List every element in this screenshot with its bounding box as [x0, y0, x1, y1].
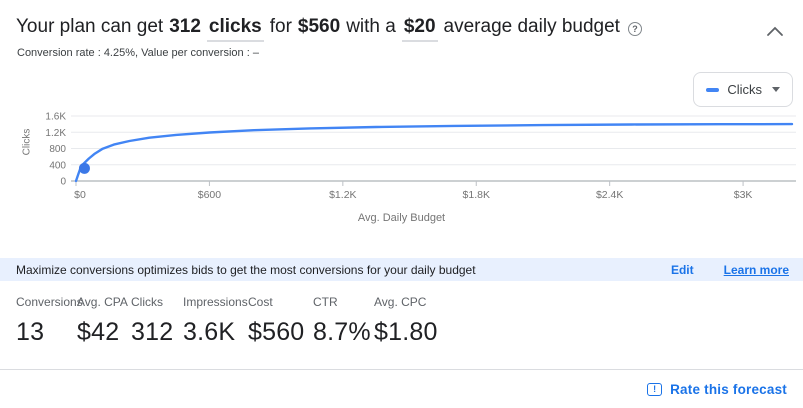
- metric-value: $42: [77, 318, 120, 346]
- metric-value: 8.7%: [313, 318, 371, 346]
- x-tick-label: $1.2K: [329, 189, 356, 201]
- bid-strategy-info-bar: Maximize conversions optimizes bids to g…: [0, 258, 803, 281]
- metric-type-dropdown[interactable]: clicks: [206, 16, 264, 42]
- forecast-metrics-row: Conversions 13 Avg. CPA $42 Clicks 312 I…: [0, 295, 803, 350]
- metric-label: Cost: [248, 295, 273, 309]
- title-suffix: average daily budget: [443, 16, 620, 37]
- feedback-icon: !: [647, 383, 663, 396]
- metric-label: Conversions: [16, 295, 83, 309]
- metric-label: CTR: [313, 295, 338, 309]
- learn-more-link[interactable]: Learn more: [723, 262, 789, 277]
- y-tick-label: 800: [49, 144, 66, 155]
- legend-label: Clicks: [727, 82, 762, 97]
- clicks-curve: [74, 122, 794, 183]
- help-icon[interactable]: ?: [627, 22, 642, 36]
- legend-line-icon: [706, 87, 720, 92]
- x-tick-label: $3K: [734, 189, 753, 201]
- metric-value: 13: [16, 318, 45, 346]
- x-tick-label: $2.4K: [596, 189, 623, 201]
- title-for: for: [269, 16, 292, 37]
- chart-metric-dropdown[interactable]: Clicks: [693, 72, 793, 107]
- metric-cost: Cost $560: [248, 295, 304, 347]
- title-cost-value: $560: [297, 16, 341, 37]
- metric-value: $1.80: [374, 318, 438, 346]
- metric-value: 3.6K: [183, 318, 236, 346]
- collapse-section-button[interactable]: [766, 24, 786, 38]
- y-tick-label: 400: [49, 160, 66, 171]
- title-clicks-value: 312: [169, 16, 201, 37]
- metric-value: $560: [248, 318, 305, 346]
- info-bar-message: Maximize conversions optimizes bids to g…: [16, 262, 476, 277]
- current-budget-point[interactable]: [78, 162, 90, 174]
- metric-avg-cpc: Avg. CPC $1.80: [374, 295, 438, 347]
- y-tick-label: 1.2K: [45, 128, 66, 139]
- metric-avg-cpa: Avg. CPA $42: [77, 295, 128, 347]
- y-tick-label: 1.6K: [45, 112, 66, 123]
- x-tick-label: $600: [198, 189, 222, 201]
- forecast-chart: 0 400 800 1.2K 1.6K $0 $600 $1.2K $1.8K $2.4K $3K: [45, 112, 796, 201]
- rate-forecast-button[interactable]: ! Rate this forecast: [647, 382, 787, 397]
- metric-ctr: CTR 8.7%: [313, 295, 371, 347]
- y-tick-label: 0: [60, 177, 66, 188]
- chevron-up-icon: [766, 24, 784, 41]
- metric-label: Clicks: [131, 295, 163, 309]
- metric-label: Impressions: [183, 295, 248, 309]
- chevron-down-icon: [772, 87, 780, 92]
- footer-divider: [0, 369, 803, 370]
- metric-clicks: Clicks 312: [131, 295, 173, 347]
- title-prefix: Your plan can get: [16, 16, 164, 37]
- metric-impressions: Impressions 3.6K: [183, 295, 248, 347]
- conversion-rate-summary: Conversion rate : 4.25%, Value per conve…: [17, 47, 259, 59]
- page-title: Your plan can get 312 clicks for $560 wi…: [16, 16, 642, 42]
- x-tick-label: $0: [74, 189, 86, 201]
- title-with: with a: [346, 16, 396, 37]
- info-bar-links: Edit Learn more: [671, 263, 803, 277]
- edit-link[interactable]: Edit: [670, 262, 694, 277]
- x-axis-title: Avg. Daily Budget: [357, 212, 446, 224]
- metric-label: Avg. CPC: [374, 295, 427, 309]
- metric-label: Avg. CPA: [77, 295, 128, 309]
- budget-dropdown[interactable]: $20: [401, 16, 438, 42]
- x-tick-label: $1.8K: [463, 189, 490, 201]
- rate-forecast-label: Rate this forecast: [670, 382, 787, 397]
- metric-value: 312: [131, 318, 174, 346]
- metric-conversions: Conversions 13: [16, 295, 83, 347]
